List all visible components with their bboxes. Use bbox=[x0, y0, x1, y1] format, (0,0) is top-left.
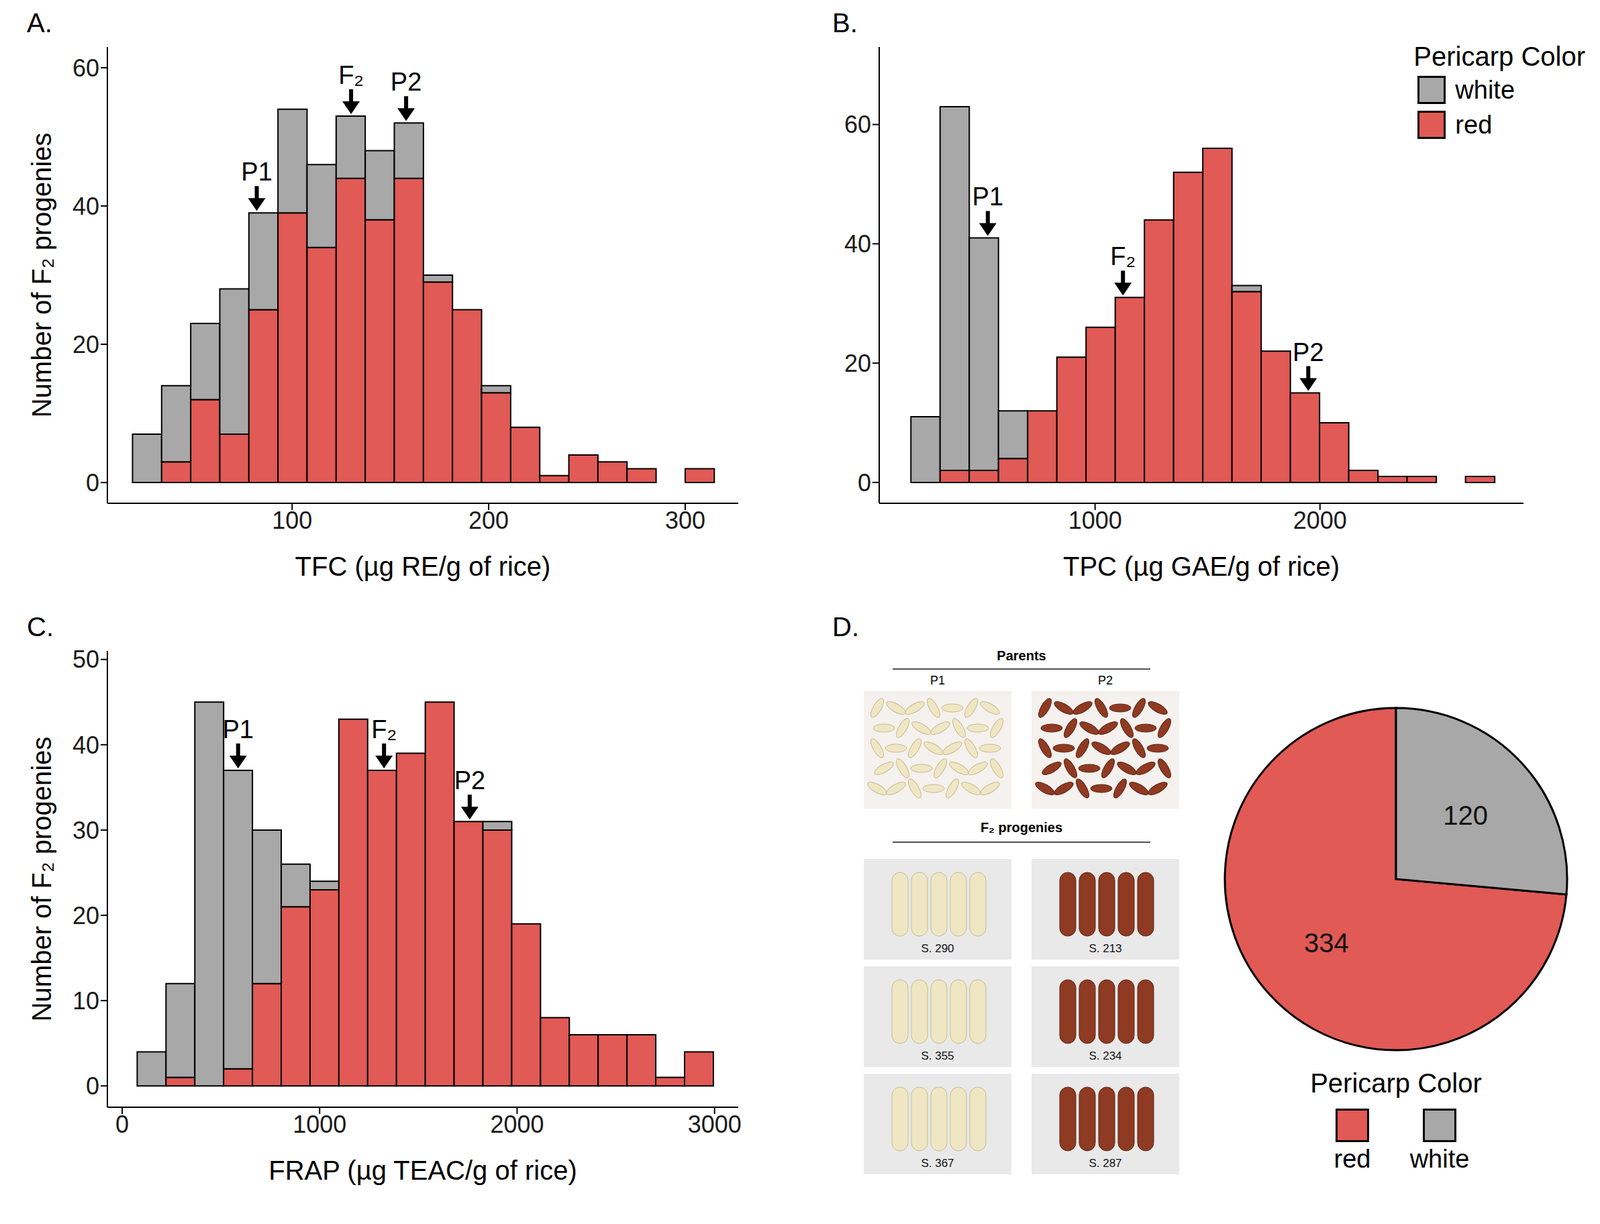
svg-text:50: 50 bbox=[72, 645, 100, 674]
svg-text:3000: 3000 bbox=[687, 1110, 742, 1139]
html-text:S. 367: S. 367 bbox=[921, 1157, 955, 1170]
html-text:S. 287: S. 287 bbox=[1088, 1157, 1122, 1170]
svg-text:2000: 2000 bbox=[489, 1110, 544, 1139]
svg-text:TPC (µg GAE/g of rice): TPC (µg GAE/g of rice) bbox=[1063, 551, 1340, 582]
html-text:S. 355: S. 355 bbox=[921, 1049, 955, 1063]
svg-text:P1: P1 bbox=[240, 157, 272, 186]
html-text:P2: P2 bbox=[1097, 673, 1113, 688]
svg-text:0: 0 bbox=[857, 469, 872, 497]
svg-text:40: 40 bbox=[844, 230, 872, 258]
svg-text:10: 10 bbox=[72, 987, 100, 1015]
html-text:A.: A. bbox=[26, 8, 53, 38]
svg-text:1000: 1000 bbox=[292, 1110, 347, 1139]
svg-text:100: 100 bbox=[271, 506, 313, 535]
svg-text:40: 40 bbox=[72, 731, 100, 760]
svg-text:Number of F₂ progenies: Number of F₂ progenies bbox=[26, 132, 57, 419]
html-text:S. 213: S. 213 bbox=[1088, 942, 1122, 956]
svg-text:P2: P2 bbox=[390, 67, 422, 96]
html-text:red: red bbox=[1333, 1144, 1371, 1174]
svg-text:TFC (µg RE/g of rice): TFC (µg RE/g of rice) bbox=[295, 551, 552, 582]
svg-text:2000: 2000 bbox=[1293, 506, 1347, 535]
svg-text:20: 20 bbox=[72, 902, 100, 930]
svg-text:0: 0 bbox=[115, 1110, 129, 1139]
svg-text:60: 60 bbox=[844, 110, 872, 139]
svg-text:60: 60 bbox=[72, 54, 100, 82]
svg-text:1000: 1000 bbox=[1068, 506, 1123, 535]
svg-text:0: 0 bbox=[85, 469, 100, 497]
svg-text:P2: P2 bbox=[454, 766, 486, 795]
svg-text:Number of F₂ progenies: Number of F₂ progenies bbox=[26, 736, 57, 1023]
html-text:P1: P1 bbox=[930, 673, 945, 688]
html-text:white: white bbox=[1455, 75, 1515, 104]
svg-text:0: 0 bbox=[85, 1072, 100, 1100]
svg-text:F₂: F₂ bbox=[371, 715, 397, 744]
svg-text:F₂: F₂ bbox=[1110, 242, 1136, 271]
svg-text:40: 40 bbox=[72, 192, 100, 221]
svg-text:F₂: F₂ bbox=[338, 61, 364, 90]
svg-text:334: 334 bbox=[1304, 928, 1349, 958]
html-text:Pericarp Color: Pericarp Color bbox=[1310, 1068, 1482, 1098]
svg-text:P1: P1 bbox=[222, 715, 254, 744]
svg-text:20: 20 bbox=[72, 330, 100, 359]
html-text:C.: C. bbox=[26, 612, 54, 642]
svg-text:200: 200 bbox=[468, 506, 509, 535]
html-text:Parents: Parents bbox=[996, 648, 1047, 664]
html-text:red: red bbox=[1455, 110, 1493, 139]
svg-text:300: 300 bbox=[665, 506, 706, 535]
html-text:B.: B. bbox=[832, 8, 858, 38]
html-text:S. 290: S. 290 bbox=[921, 942, 955, 956]
html-text:S. 234: S. 234 bbox=[1088, 1049, 1122, 1063]
svg-text:30: 30 bbox=[72, 816, 100, 845]
html-text:F₂ progenies: F₂ progenies bbox=[980, 820, 1063, 835]
html-text:white: white bbox=[1409, 1144, 1470, 1174]
svg-text:FRAP (µg TEAC/g of rice): FRAP (µg TEAC/g of rice) bbox=[268, 1155, 577, 1186]
svg-text:20: 20 bbox=[844, 349, 872, 378]
svg-text:120: 120 bbox=[1442, 800, 1488, 831]
html-text:Pericarp Color: Pericarp Color bbox=[1413, 41, 1586, 72]
svg-text:P1: P1 bbox=[972, 182, 1004, 211]
html-text:D.: D. bbox=[832, 612, 860, 642]
svg-text:P2: P2 bbox=[1292, 338, 1324, 367]
